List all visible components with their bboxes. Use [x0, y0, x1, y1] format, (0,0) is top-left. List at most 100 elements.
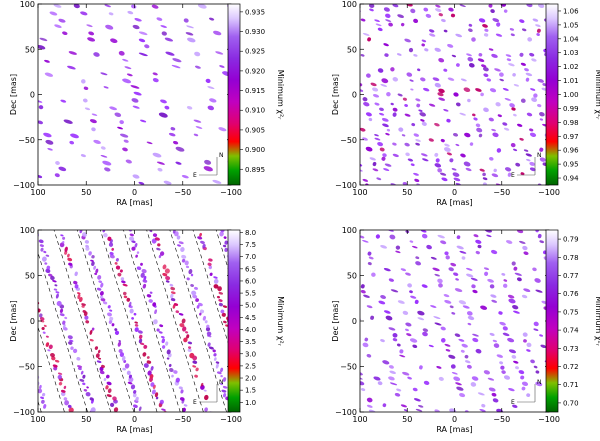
chi2-blob — [170, 291, 176, 295]
chi2-blob — [152, 233, 158, 237]
chi2-blob — [443, 29, 448, 33]
chi2-blob — [479, 408, 486, 412]
contour-line — [38, 400, 42, 412]
chi2-blob — [188, 346, 192, 349]
chi2-blob — [430, 256, 437, 260]
chi2-blob — [202, 315, 206, 321]
chi2-blob — [473, 234, 479, 238]
chi2-blob — [105, 385, 109, 390]
chi2-blob — [157, 167, 163, 172]
chi2-blob — [456, 235, 461, 240]
colorbar-tick-label: 0.79 — [563, 236, 579, 244]
chi2-blob — [437, 168, 443, 173]
chi2-blob — [154, 309, 158, 315]
chi2-blob — [170, 127, 176, 131]
chi2-blob — [450, 13, 456, 18]
chi2-blob — [70, 346, 74, 350]
chi2-blob — [392, 142, 397, 146]
chi2-blob — [484, 230, 492, 233]
chi2-blob — [193, 119, 202, 123]
chi2-blob — [102, 230, 106, 233]
chi2-blob — [513, 266, 518, 271]
colorbar-tick-label: 0.73 — [563, 345, 579, 353]
colorbar-tick-label: 1.04 — [563, 35, 579, 43]
chi2-blob — [162, 264, 167, 270]
chi2-blob — [100, 224, 106, 230]
chi2-blob — [505, 54, 512, 57]
chi2-blob — [539, 240, 545, 244]
chi2-blob — [441, 177, 448, 182]
chi2-blob — [374, 137, 381, 141]
chi2-blob — [172, 58, 182, 63]
chi2-blob — [461, 256, 466, 260]
chi2-blob — [213, 30, 222, 36]
chi2-blob — [529, 52, 535, 57]
chi2-blob — [91, 127, 96, 132]
chi2-blob — [374, 19, 380, 23]
colorbar-tick-label: 4.0 — [245, 326, 256, 334]
chi2-blob — [109, 106, 117, 111]
chi2-blob — [159, 399, 164, 405]
chi2-blob — [513, 148, 518, 152]
chi2-blob — [453, 92, 459, 97]
chi2-blob — [59, 242, 65, 248]
chi2-blob — [381, 118, 389, 122]
chi2-blob — [149, 230, 153, 233]
chi2-blob — [482, 24, 488, 28]
chi2-blob — [448, 354, 456, 359]
chi2-blob — [67, 65, 76, 70]
colorbar-label: Minimum χ²ᵣ — [276, 296, 285, 346]
chi2-blob — [444, 143, 450, 147]
chi2-blob — [192, 360, 198, 364]
chi2-blob — [59, 308, 64, 313]
chi2-blob — [510, 33, 515, 37]
chi2-blob — [383, 267, 391, 272]
colorbar-tick-label: 0.71 — [563, 381, 579, 389]
chi2-blob — [450, 364, 456, 369]
chi2-blob — [102, 301, 108, 305]
chi2-blob — [490, 249, 498, 255]
chi2-blob — [219, 231, 224, 237]
chi2-blob — [142, 352, 147, 357]
chi2-blob — [29, 288, 33, 291]
chi2-blob — [105, 24, 114, 30]
chi2-blob — [222, 385, 228, 389]
chi2-blob — [184, 260, 189, 266]
chi2-blob — [133, 390, 137, 394]
chi2-blob — [122, 147, 128, 152]
chi2-blob — [526, 4, 533, 8]
chi2-blob — [482, 67, 489, 72]
chi2-blob — [444, 300, 452, 304]
chi2-blob — [529, 128, 534, 132]
chi2-blob — [148, 299, 153, 303]
chi2-blob — [207, 105, 215, 111]
chi2-blob — [64, 316, 68, 320]
chi2-blob — [410, 163, 415, 167]
chi2-blob — [403, 222, 408, 227]
chi2-blob — [194, 65, 201, 69]
x-tick-label: 100 — [30, 415, 45, 424]
chi2-blob — [47, 148, 53, 151]
chi2-blob — [509, 28, 515, 31]
chi2-blob — [382, 403, 387, 408]
chi2-blob — [62, 31, 68, 36]
chi2-blob — [224, 240, 228, 245]
chi2-blob — [530, 88, 536, 91]
chi2-blob — [39, 37, 48, 42]
chi2-blob — [81, 305, 85, 308]
chi2-blob — [103, 377, 107, 382]
chi2-blob — [434, 152, 439, 157]
chi2-blob — [63, 397, 68, 401]
chi2-blob — [537, 78, 544, 83]
chi2-blob — [139, 342, 145, 346]
x-tick-label: 0 — [452, 415, 457, 424]
chi2-blob — [418, 404, 424, 408]
chi2-blob — [123, 295, 128, 299]
chi2-blob — [483, 370, 491, 375]
chi2-blob — [200, 382, 204, 387]
colorbar-tick-label: 1.5 — [245, 387, 256, 395]
chi2-blob — [179, 397, 185, 401]
chi2-blob — [32, 371, 37, 375]
chi2-blob — [475, 239, 482, 244]
chi2-blob — [199, 312, 202, 316]
